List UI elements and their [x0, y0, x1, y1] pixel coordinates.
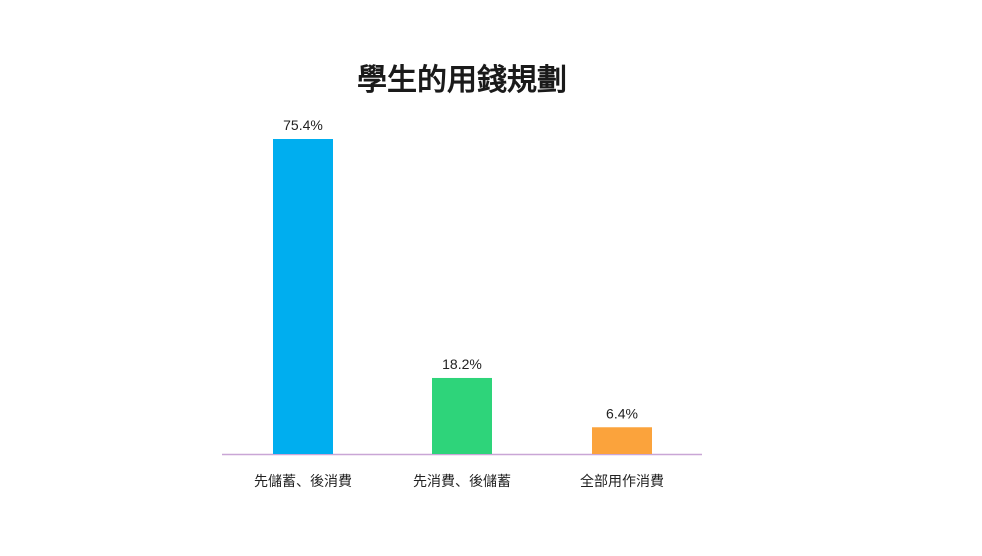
value-labels-group: 75.4% 18.2% 6.4% — [283, 117, 638, 421]
category-label-2: 先消費、後儲蓄 — [413, 474, 511, 490]
bar-1 — [273, 139, 333, 454]
value-label-1: 75.4% — [283, 117, 323, 133]
category-label-1: 先儲蓄、後消費 — [254, 474, 352, 490]
bar-2 — [432, 377, 492, 454]
category-ticks-group: 先儲蓄、後消費 先消費、後儲蓄 全部用作消費 — [254, 473, 664, 490]
value-label-2: 18.2% — [442, 356, 482, 372]
chart-title: 學生的用錢規劃 — [357, 63, 567, 98]
bar-3 — [592, 427, 652, 454]
value-label-3: 6.4% — [606, 405, 638, 421]
category-label-3: 全部用作消費 — [580, 473, 664, 490]
bars-group — [273, 139, 652, 454]
